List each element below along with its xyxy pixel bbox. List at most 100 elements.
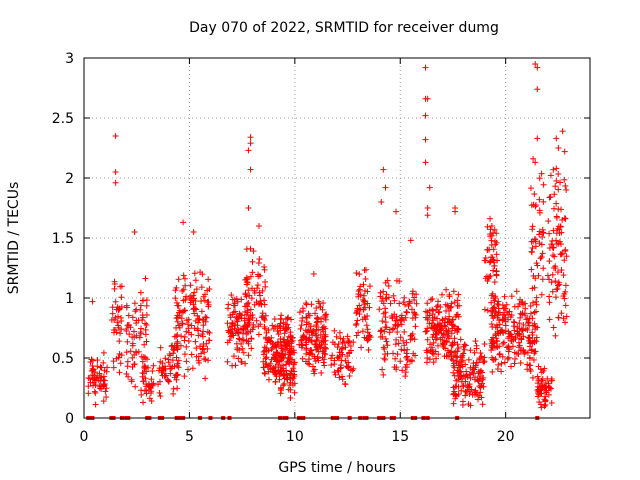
data-point	[454, 341, 461, 348]
data-point	[396, 300, 403, 307]
data-point	[353, 310, 360, 317]
data-point	[561, 176, 568, 183]
data-point	[255, 273, 262, 280]
data-point	[538, 253, 545, 260]
data-point	[390, 292, 397, 299]
data-point	[262, 355, 269, 362]
data-point	[459, 401, 466, 408]
data-point	[191, 325, 198, 332]
data-point	[558, 206, 565, 213]
data-point	[445, 328, 452, 335]
data-point	[382, 314, 389, 321]
data-point	[399, 367, 406, 374]
data-point	[547, 193, 554, 200]
data-point	[487, 215, 494, 222]
data-point	[266, 337, 273, 344]
data-point	[562, 246, 569, 253]
data-point	[409, 331, 416, 338]
data-point	[110, 364, 117, 371]
data-point	[285, 314, 292, 321]
data-point	[118, 326, 125, 333]
data-point	[142, 275, 149, 282]
data-point	[182, 282, 189, 289]
data-point	[125, 312, 132, 319]
data-point	[336, 374, 343, 381]
data-point	[306, 320, 313, 327]
data-point	[555, 314, 562, 321]
data-point	[493, 251, 500, 258]
data-point	[140, 399, 147, 406]
data-point	[279, 348, 286, 355]
data-point	[129, 340, 136, 347]
data-point	[257, 292, 264, 299]
data-point	[377, 327, 384, 334]
y-tick-label: 3	[65, 51, 74, 67]
data-point	[434, 303, 441, 310]
data-point	[422, 328, 429, 335]
data-point	[394, 317, 401, 324]
data-point	[315, 348, 322, 355]
data-point	[513, 288, 520, 295]
data-point	[455, 325, 462, 332]
data-point	[363, 335, 370, 342]
y-tick-label: 0.5	[52, 351, 74, 367]
data-point	[248, 335, 255, 342]
data-point	[181, 307, 188, 314]
data-point	[426, 356, 433, 363]
data-point	[449, 325, 456, 332]
data-point	[303, 345, 310, 352]
data-point	[442, 323, 449, 330]
data-point	[165, 356, 172, 363]
data-point	[540, 181, 547, 188]
data-point	[108, 317, 115, 324]
data-point	[538, 404, 545, 411]
data-point	[253, 317, 260, 324]
data-point	[272, 378, 279, 385]
data-point	[321, 333, 328, 340]
data-point	[481, 306, 488, 313]
data-point	[190, 229, 197, 235]
data-point	[156, 367, 163, 374]
data-point	[287, 329, 294, 336]
data-point	[141, 365, 148, 372]
data-point	[113, 355, 120, 362]
data-point	[449, 341, 456, 348]
data-point	[538, 291, 545, 298]
data-point	[192, 338, 199, 345]
data-point	[123, 302, 130, 309]
data-point	[131, 229, 138, 235]
data-point	[338, 346, 345, 353]
data-point	[411, 310, 418, 317]
data-point	[243, 303, 250, 310]
data-point	[111, 280, 118, 287]
data-point	[533, 298, 540, 305]
data-point	[365, 346, 372, 353]
data-point	[379, 318, 386, 325]
data-point	[313, 326, 320, 333]
data-point	[229, 311, 236, 318]
data-point	[549, 252, 556, 259]
data-point	[422, 112, 429, 119]
data-point	[328, 355, 335, 362]
data-point	[244, 328, 251, 335]
data-point	[508, 293, 515, 300]
data-point	[243, 293, 250, 300]
data-point	[87, 379, 94, 386]
data-point	[85, 374, 92, 381]
data-point	[548, 399, 555, 406]
data-point	[198, 308, 205, 315]
data-point	[156, 389, 163, 396]
data-point	[318, 315, 325, 322]
data-point	[170, 385, 177, 392]
data-point	[202, 375, 209, 382]
data-point	[260, 364, 267, 371]
data-point	[355, 291, 362, 298]
data-point	[245, 287, 252, 294]
data-point	[472, 338, 479, 345]
x-tick-label: 10	[286, 429, 304, 445]
data-point	[465, 356, 472, 363]
data-point	[171, 374, 178, 381]
data-point	[114, 313, 121, 320]
data-point	[94, 375, 101, 382]
data-point	[110, 358, 117, 365]
